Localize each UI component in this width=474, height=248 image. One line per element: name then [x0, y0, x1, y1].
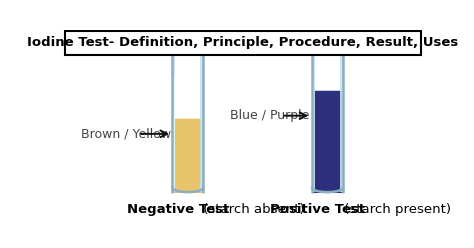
- Text: Iodine Test- Definition, Principle, Procedure, Result, Uses: Iodine Test- Definition, Principle, Proc…: [27, 36, 458, 49]
- FancyBboxPatch shape: [312, 91, 343, 193]
- Ellipse shape: [173, 51, 203, 55]
- Text: Blue / Purple: Blue / Purple: [230, 109, 310, 122]
- Text: Positive Test: Positive Test: [271, 203, 365, 216]
- Bar: [173, 53, 175, 192]
- FancyBboxPatch shape: [173, 119, 203, 193]
- Bar: [201, 53, 203, 192]
- Ellipse shape: [314, 51, 341, 55]
- Ellipse shape: [312, 51, 343, 55]
- Bar: [174, 55, 201, 120]
- Bar: [173, 77, 174, 188]
- Bar: [312, 53, 315, 192]
- Ellipse shape: [314, 183, 341, 192]
- FancyBboxPatch shape: [65, 31, 421, 55]
- Ellipse shape: [174, 51, 201, 55]
- Text: (starch present): (starch present): [340, 203, 451, 216]
- Ellipse shape: [174, 183, 201, 192]
- Bar: [340, 53, 343, 192]
- Text: (starch absent): (starch absent): [199, 203, 304, 216]
- Text: Negative Test: Negative Test: [127, 203, 229, 216]
- Text: Brown / Yellow: Brown / Yellow: [82, 127, 172, 140]
- Bar: [314, 55, 341, 92]
- Bar: [313, 77, 314, 188]
